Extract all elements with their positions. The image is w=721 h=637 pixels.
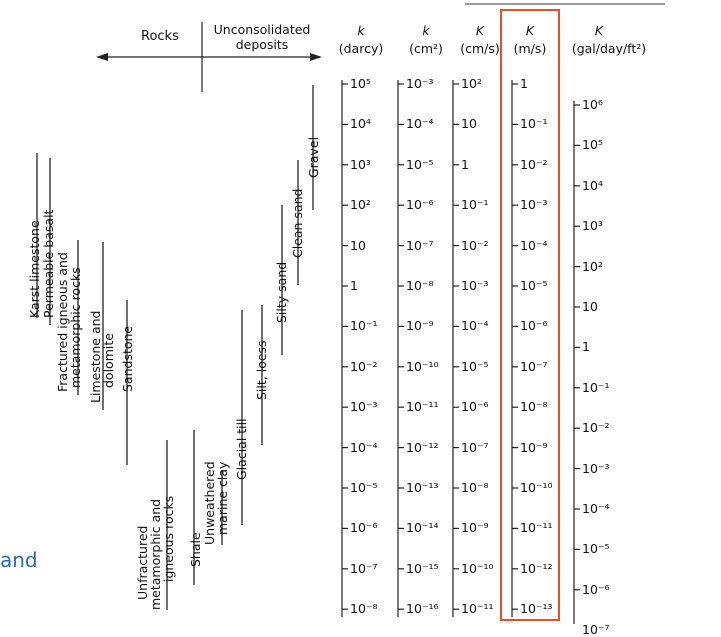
tick-label-gal: 10 xyxy=(582,299,598,314)
tick-label-cms: 10⁻² xyxy=(461,237,489,253)
tick-label-darcy: 1 xyxy=(350,278,358,293)
tick-label-darcy: 10 xyxy=(350,237,366,253)
sandstone-label: Sandstone xyxy=(120,325,135,392)
glacial-till-label: Glacial till xyxy=(234,418,249,480)
limestone-label-2: dolomite xyxy=(101,333,116,388)
tick-label-ms: 10⁻⁹ xyxy=(520,439,548,455)
tick-label-gal: 10⁻⁴ xyxy=(582,501,610,516)
tick-label-gal: 10⁻⁶ xyxy=(582,581,610,597)
tick-label-cms: 10⁻⁹ xyxy=(461,520,489,536)
tick-label-ms: 10⁻¹¹ xyxy=(520,520,553,536)
K-ms-unit: (m/s) xyxy=(513,41,547,56)
tick-label-darcy: 10⁻⁸ xyxy=(350,601,378,617)
tick-label-cm2: 10⁻⁵ xyxy=(406,156,434,172)
text-fragment: and xyxy=(0,548,38,572)
tick-label-darcy: 10⁵ xyxy=(350,76,371,91)
tick-label-gal: 10⁴ xyxy=(582,177,603,193)
silty-sand-label: Silty sand xyxy=(274,261,289,323)
tick-label-cms: 10⁻¹ xyxy=(461,197,489,213)
tick-label-darcy: 10⁻² xyxy=(350,358,378,374)
tick-label-cms: 10 xyxy=(461,116,477,132)
k-darcy-unit: (darcy) xyxy=(338,41,384,56)
tick-label-cms: 10⁻⁷ xyxy=(461,439,489,455)
tick-label-cms: 10⁻¹⁰ xyxy=(461,560,494,576)
tick-label-cm2: 10⁻¹¹ xyxy=(406,399,439,415)
permeable-basalt-label: Permeable basalt xyxy=(41,209,56,318)
tick-label-darcy: 10⁻³ xyxy=(350,399,378,415)
tick-label-cm2: 10⁻³ xyxy=(406,76,434,91)
tick-label-cm2: 10⁻¹⁴ xyxy=(406,520,439,536)
tick-label-cm2: 10⁻⁸ xyxy=(406,278,434,293)
tick-label-gal: 10⁻² xyxy=(582,420,610,436)
K-ms-symbol: K xyxy=(525,23,535,38)
tick-label-cm2: 10⁻¹³ xyxy=(406,480,439,495)
tick-label-gal: 10⁻³ xyxy=(582,460,610,476)
tick-label-darcy: 10⁻⁶ xyxy=(350,520,378,536)
gravel-label: Gravel xyxy=(306,136,321,178)
shale-label: Shale xyxy=(188,532,203,567)
tick-label-cm2: 10⁻⁶ xyxy=(406,197,434,213)
k-cm2-unit: (cm²) xyxy=(409,41,443,56)
tick-label-darcy: 10⁻⁴ xyxy=(350,439,378,455)
tick-label-ms: 10⁻⁴ xyxy=(520,237,548,253)
m-per-s-highlight xyxy=(500,9,560,621)
tick-label-ms: 10⁻⁶ xyxy=(520,318,548,334)
karst-limestone-label: Karst limestone xyxy=(27,220,42,318)
tick-label-darcy: 10² xyxy=(350,197,371,213)
tick-label-gal: 10² xyxy=(582,258,603,274)
tick-label-darcy: 10⁻⁵ xyxy=(350,480,378,495)
tick-label-gal: 10⁵ xyxy=(582,137,603,153)
unconsolidated-header: Unconsolidated deposits xyxy=(213,22,311,52)
tick-label-cm2: 10⁻⁹ xyxy=(406,318,434,334)
silt-loess-label: Silt, loess xyxy=(254,340,269,400)
tick-label-cm2: 10⁻⁷ xyxy=(406,237,434,253)
tick-label-cms: 10⁻¹¹ xyxy=(461,601,494,617)
K-cms-symbol: K xyxy=(475,23,485,38)
clean-sand-label: Clean sand xyxy=(290,188,305,258)
tick-label-darcy: 10⁻⁷ xyxy=(350,560,378,576)
tick-label-cm2: 10⁻⁴ xyxy=(406,116,434,132)
tick-label-darcy: 10⁴ xyxy=(350,116,371,132)
tick-label-ms: 10⁻¹³ xyxy=(520,601,553,617)
tick-label-gal: 10⁶ xyxy=(582,97,603,112)
tick-label-ms: 1 xyxy=(520,76,528,91)
k-cm2-symbol: k xyxy=(422,23,430,38)
tick-label-ms: 10⁻¹² xyxy=(520,560,553,576)
tick-label-cms: 10⁻³ xyxy=(461,278,489,293)
rocks-header: Rocks xyxy=(141,29,179,44)
tick-label-gal: 10⁻⁷ xyxy=(582,622,610,637)
permeability-chart: Rocks Unconsolidated deposits k (darcy) … xyxy=(0,3,665,637)
unweathered-label-2: marine clay xyxy=(215,461,230,535)
tick-label-gal: 10⁻⁵ xyxy=(582,541,610,557)
tick-label-darcy: 10³ xyxy=(350,156,371,172)
unfractured-label-3: igneous rocks xyxy=(161,495,176,582)
fractured-rocks-label-2: metamorphic rocks xyxy=(68,267,83,388)
K-cms-unit: (cm/s) xyxy=(460,41,500,56)
tick-label-cm2: 10⁻¹⁰ xyxy=(406,358,439,374)
tick-label-gal: 10³ xyxy=(582,218,603,234)
tick-label-cm2: 10⁻¹⁵ xyxy=(406,560,439,576)
tick-label-gal: 1 xyxy=(582,339,590,355)
tick-label-ms: 10⁻¹ xyxy=(520,116,548,132)
tick-label-cms: 10⁻⁵ xyxy=(461,358,489,374)
chart-lines xyxy=(36,3,665,624)
tick-label-cms: 1 xyxy=(461,156,469,172)
K-gal-symbol: K xyxy=(594,23,604,38)
k-darcy-symbol: k xyxy=(357,23,365,38)
tick-label-ms: 10⁻¹⁰ xyxy=(520,480,553,495)
tick-label-cm2: 10⁻¹² xyxy=(406,439,439,455)
tick-label-cms: 10⁻⁶ xyxy=(461,399,489,415)
tick-label-cms: 10⁻⁴ xyxy=(461,318,489,334)
tick-label-cm2: 10⁻¹⁶ xyxy=(406,601,439,617)
tick-label-ms: 10⁻⁸ xyxy=(520,399,548,415)
tick-label-ms: 10⁻⁵ xyxy=(520,278,548,293)
tick-label-darcy: 10⁻¹ xyxy=(350,318,378,334)
tick-label-cms: 10⁻⁸ xyxy=(461,480,489,495)
tick-label-ms: 10⁻² xyxy=(520,156,548,172)
tick-label-gal: 10⁻¹ xyxy=(582,379,610,395)
tick-label-cms: 10² xyxy=(461,76,482,91)
tick-label-ms: 10⁻⁷ xyxy=(520,358,548,374)
tick-label-ms: 10⁻³ xyxy=(520,197,548,213)
K-gal-unit: (gal/day/ft²) xyxy=(571,41,647,56)
